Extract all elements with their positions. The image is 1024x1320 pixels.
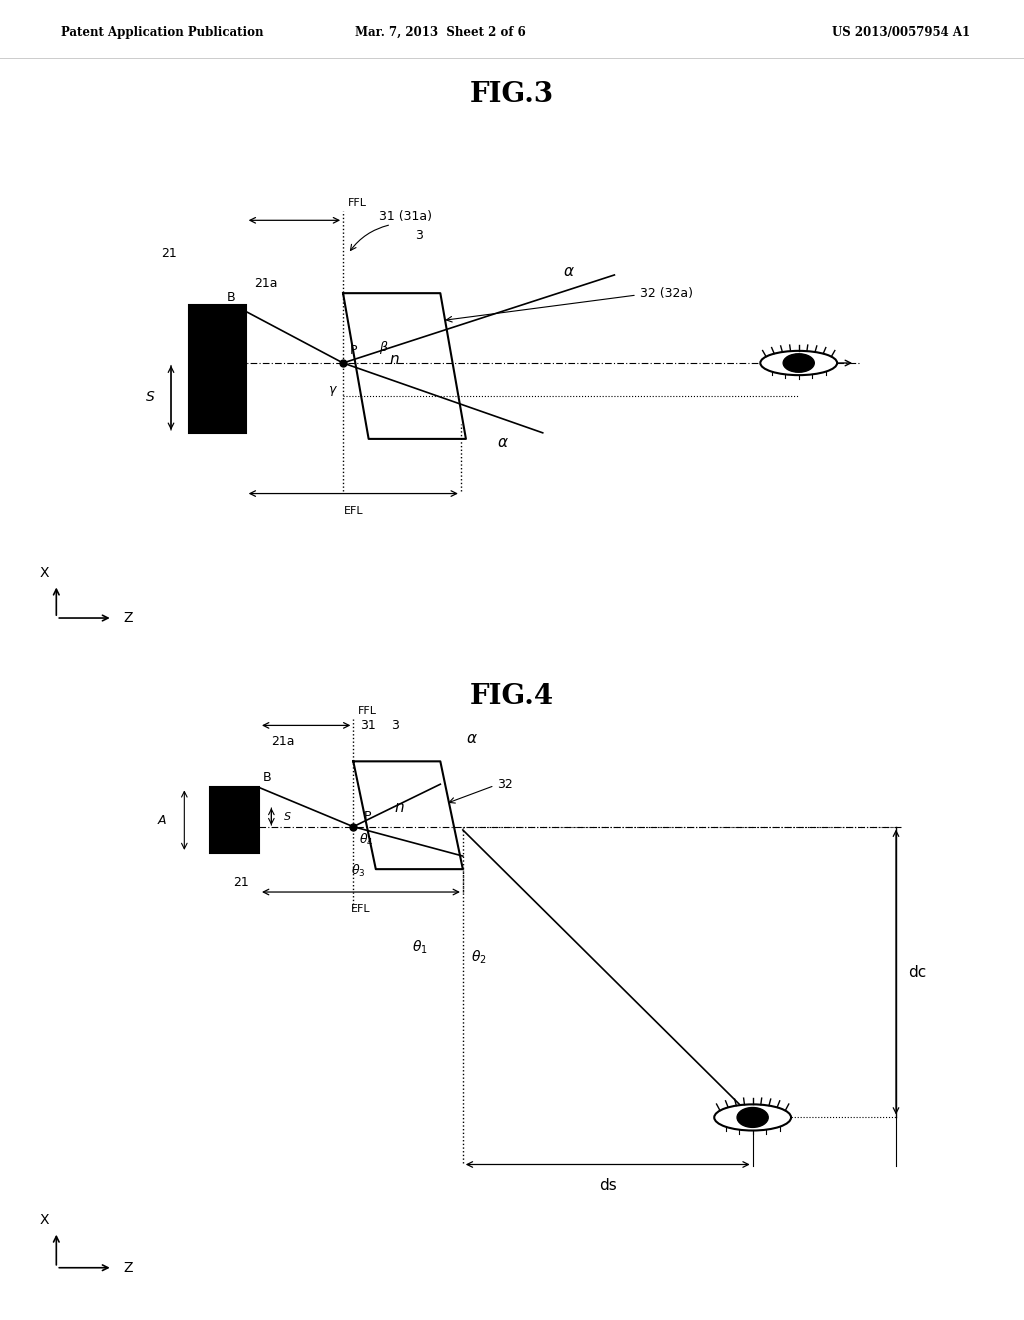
Text: 32: 32	[497, 777, 512, 791]
Text: dc: dc	[908, 965, 927, 979]
Circle shape	[737, 1107, 768, 1127]
Text: P: P	[350, 345, 357, 356]
Text: FFL: FFL	[357, 706, 377, 715]
Text: $\theta_3$: $\theta_3$	[351, 863, 366, 879]
Text: A: A	[158, 813, 166, 826]
Text: 21: 21	[161, 247, 177, 260]
Text: US 2013/0057954 A1: US 2013/0057954 A1	[833, 26, 970, 40]
Text: $\theta_4$: $\theta_4$	[359, 832, 374, 847]
Text: Z: Z	[123, 1261, 132, 1275]
Ellipse shape	[715, 1105, 791, 1130]
Text: FIG.3: FIG.3	[470, 81, 554, 108]
Bar	[210, 788, 259, 853]
Text: n: n	[394, 800, 404, 814]
Text: FFL: FFL	[348, 198, 368, 209]
Text: $\alpha$: $\alpha$	[497, 434, 509, 450]
Text: $\theta_2$: $\theta_2$	[471, 949, 486, 966]
Text: B: B	[263, 771, 271, 784]
Text: 21a: 21a	[255, 277, 278, 290]
Text: Patent Application Publication: Patent Application Publication	[61, 26, 264, 40]
Text: S: S	[146, 391, 155, 404]
Text: S: S	[284, 812, 291, 821]
Text: 3: 3	[391, 719, 399, 731]
Text: FIG.4: FIG.4	[470, 682, 554, 710]
Text: 21a: 21a	[271, 735, 295, 748]
Text: 31 (31a): 31 (31a)	[379, 210, 432, 223]
Text: Z: Z	[123, 611, 132, 626]
Text: $\alpha$: $\alpha$	[466, 731, 478, 746]
Bar	[189, 305, 246, 433]
Text: ds: ds	[599, 1177, 616, 1192]
Text: $\theta_1$: $\theta_1$	[412, 939, 428, 956]
Text: EFL: EFL	[351, 904, 371, 913]
Ellipse shape	[760, 351, 838, 375]
Text: X: X	[39, 566, 49, 579]
Text: $\gamma$: $\gamma$	[328, 384, 338, 399]
Text: X: X	[39, 1213, 49, 1226]
Text: P: P	[364, 810, 371, 824]
Text: 32 (32a): 32 (32a)	[640, 286, 693, 300]
Text: Mar. 7, 2013  Sheet 2 of 6: Mar. 7, 2013 Sheet 2 of 6	[355, 26, 525, 40]
Text: $\beta$: $\beta$	[379, 339, 388, 356]
Text: B: B	[227, 292, 236, 304]
Text: 21: 21	[232, 875, 249, 888]
Circle shape	[783, 354, 814, 372]
Text: EFL: EFL	[343, 506, 364, 516]
Text: n: n	[389, 352, 399, 367]
Text: $\alpha$: $\alpha$	[563, 264, 575, 280]
Text: 31: 31	[360, 719, 376, 731]
Text: 3: 3	[415, 228, 423, 242]
